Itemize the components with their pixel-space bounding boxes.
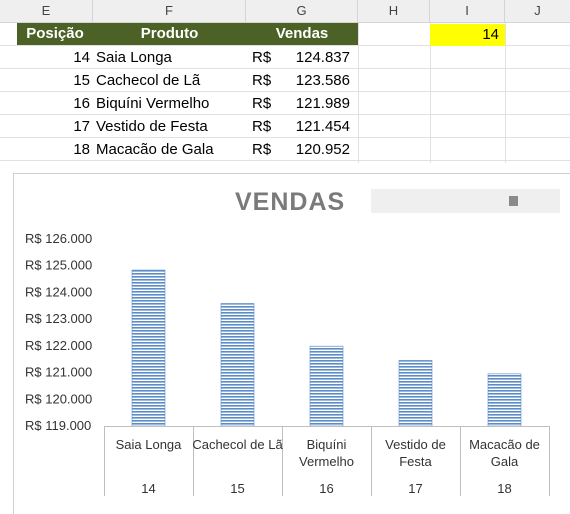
cell-produto[interactable]: Saia Longa (96, 49, 172, 66)
cell-currency[interactable]: R$ (252, 95, 272, 112)
category-label: Cachecol de Lã (192, 437, 283, 452)
y-tick-label: R$ 124.000 (25, 284, 92, 299)
column-header-g[interactable]: G (246, 0, 358, 22)
cell-currency[interactable]: R$ (252, 118, 272, 135)
column-header-j[interactable]: J (534, 3, 541, 18)
cell-produto[interactable]: Biquíni Vermelho (96, 95, 210, 112)
selected-position-cell[interactable]: 14 (430, 24, 505, 46)
category-label: Vermelho (299, 454, 354, 469)
grid-line (0, 45, 570, 46)
bar[interactable] (220, 303, 255, 427)
cell-vendas[interactable]: 121.989 (295, 95, 350, 112)
cell-posicao[interactable]: 15 (73, 72, 90, 89)
y-tick-label: R$ 126.000 (25, 231, 92, 246)
category-position-label: 18 (497, 481, 511, 496)
scrollbar-thumb-icon[interactable] (509, 196, 518, 206)
cell-vendas[interactable]: 123.586 (295, 72, 350, 89)
category-label: Saia Longa (116, 437, 183, 452)
grid-line (0, 137, 570, 138)
cell-produto[interactable]: Macacão de Gala (96, 141, 214, 158)
header-vendas[interactable]: Vendas (246, 23, 358, 45)
category-label: Festa (399, 454, 432, 469)
category-label: Macacão de (469, 437, 540, 452)
chart-title: VENDAS (235, 188, 346, 216)
category-label: Biquíni (307, 437, 347, 452)
cell-posicao[interactable]: 14 (73, 49, 90, 66)
column-header-i[interactable]: I (430, 0, 505, 22)
sales-chart[interactable] (13, 173, 570, 514)
grid-line (0, 160, 570, 161)
cell-posicao[interactable]: 17 (73, 118, 90, 135)
y-tick-label: R$ 121.000 (25, 365, 92, 380)
grid-line (0, 91, 570, 92)
header-posicao[interactable]: Posição (17, 23, 93, 45)
grid-line (0, 68, 570, 69)
column-header-e[interactable]: E (0, 0, 93, 22)
grid-line (505, 23, 506, 163)
category-label: Vestido de (385, 437, 446, 452)
category-label: Gala (491, 454, 519, 469)
category-position-label: 16 (319, 481, 333, 496)
grid-line (430, 23, 431, 163)
header-produto[interactable]: Produto (93, 23, 246, 45)
cell-vendas[interactable]: 124.837 (295, 49, 350, 66)
cell-posicao[interactable]: 16 (73, 95, 90, 112)
category-position-label: 14 (141, 481, 155, 496)
grid-line (358, 23, 359, 163)
y-tick-label: R$ 120.000 (25, 391, 92, 406)
y-tick-label: R$ 122.000 (25, 338, 92, 353)
category-position-label: 17 (408, 481, 422, 496)
cell-currency[interactable]: R$ (252, 49, 272, 66)
y-tick-label: R$ 119.000 (25, 418, 91, 433)
cell-produto[interactable]: Cachecol de Lã (96, 72, 201, 89)
cell-posicao[interactable]: 18 (73, 141, 90, 158)
cell-vendas[interactable]: 121.454 (295, 118, 350, 135)
sheet-grid[interactable] (0, 23, 570, 163)
cell-currency[interactable]: R$ (252, 72, 272, 89)
column-header-h[interactable]: H (358, 0, 430, 22)
column-header-f[interactable]: F (93, 0, 246, 22)
y-tick-label: R$ 125.000 (25, 258, 92, 273)
y-tick-label: R$ 123.000 (25, 311, 92, 326)
bar[interactable] (131, 269, 166, 427)
cell-currency[interactable]: R$ (252, 141, 272, 158)
cell-vendas[interactable]: 120.952 (295, 141, 350, 158)
bar[interactable] (309, 345, 344, 427)
category-position-label: 15 (230, 481, 244, 496)
cell-produto[interactable]: Vestido de Festa (96, 118, 208, 135)
y-axis-ticks: R$ 126.000 R$ 125.000 R$ 124.000 R$ 123.000… (25, 231, 92, 433)
grid-line (0, 114, 570, 115)
column-header-bar: E F G H I J (0, 0, 570, 23)
scroll-control[interactable] (371, 189, 560, 213)
bar[interactable] (398, 360, 433, 427)
bars (131, 269, 522, 427)
category-axis: Saia Longa 14 Cachecol de Lã 15 Biquíni Verme… (104, 426, 550, 496)
bar[interactable] (487, 373, 522, 427)
